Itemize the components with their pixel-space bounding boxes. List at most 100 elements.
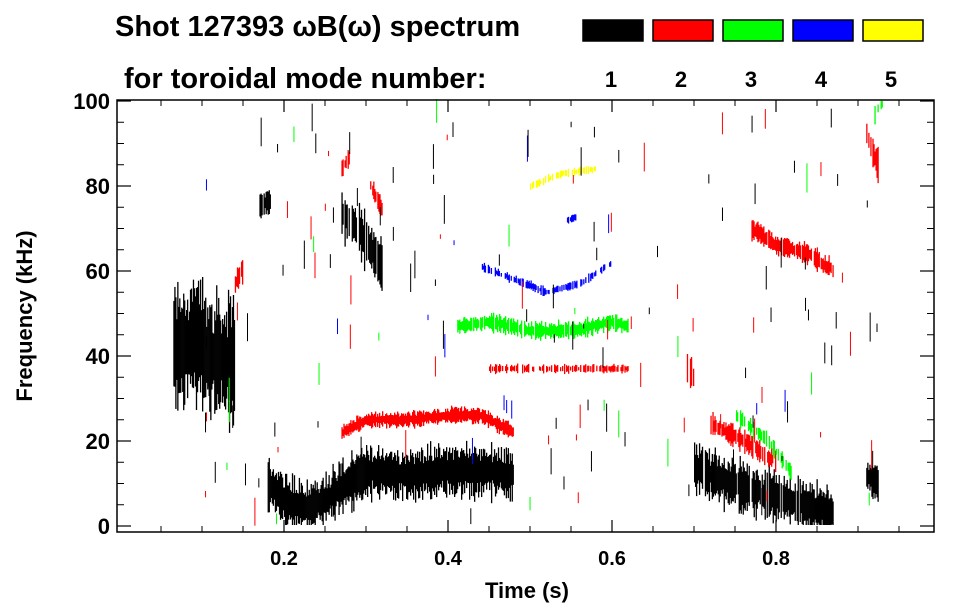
- mode-1-spectral-mark: [379, 456, 381, 500]
- mode-3-spectral-mark: [759, 429, 762, 442]
- mode-4-spectral-mark: [490, 267, 493, 274]
- mode-3-spectral-mark: [594, 321, 596, 329]
- mode-1-spectral-mark: [724, 468, 726, 497]
- mode-4-spectral-mark: [530, 280, 532, 290]
- mode-1-spectral-mark: [354, 208, 357, 241]
- mode-3-spectral-mark: [566, 322, 568, 337]
- mode-2-spectral-mark: [772, 454, 774, 464]
- mode-2-spectral-mark: [410, 415, 412, 422]
- mode-3-spectral-mark: [489, 315, 491, 329]
- mode-2-feature: [341, 405, 514, 439]
- mode-3-spectral-mark: [765, 430, 768, 447]
- mode-2-spectral-mark: [496, 415, 499, 433]
- mode-1-spectral-mark: [267, 191, 269, 215]
- mode-1-spectral-mark: [211, 304, 213, 390]
- mode-3-spectral-mark: [773, 440, 776, 459]
- mode-2-spectral-mark: [371, 412, 373, 429]
- mode-1-spectral-mark: [739, 455, 741, 511]
- mode-2-spectral-mark: [540, 367, 542, 371]
- mode-1-spectral-mark: [602, 347, 604, 368]
- mode-1-spectral-mark: [741, 471, 743, 505]
- mode-5-spectral-mark: [548, 177, 551, 181]
- mode-1-spectral-mark: [275, 473, 278, 511]
- mode-2-spectral-mark: [416, 415, 418, 424]
- mode-2-spectral-mark: [751, 220, 753, 242]
- mode-2-spectral-mark: [606, 365, 608, 373]
- mode-2-spectral-mark: [391, 414, 393, 426]
- mode-2-spectral-mark: [420, 411, 422, 428]
- mode-2-spectral-mark: [625, 367, 627, 371]
- mode-2-spectral-mark: [509, 424, 511, 436]
- mode-1-spectral-mark: [832, 501, 834, 525]
- mode-2-spectral-mark: [238, 267, 241, 284]
- mode-1-spectral-mark: [752, 415, 754, 428]
- y-tick-label: 80: [86, 174, 110, 199]
- mode-2-spectral-mark: [485, 414, 488, 423]
- mode-2-spectral-mark: [766, 490, 768, 502]
- mode-2-spectral-mark: [486, 414, 489, 423]
- mode-3-spectral-mark: [561, 324, 563, 338]
- mode-2-spectral-mark: [732, 423, 734, 448]
- mode-3-spectral-mark: [586, 323, 588, 332]
- mode-3-spectral-mark: [563, 324, 565, 338]
- mode-3-spectral-mark: [874, 105, 876, 125]
- mode-1-spectral-mark: [481, 449, 483, 498]
- mode-1-spectral-mark: [757, 475, 759, 503]
- mode-1-spectral-mark: [486, 452, 488, 490]
- mode-1-spectral-mark: [280, 473, 283, 519]
- mode-4-spectral-mark: [539, 288, 541, 292]
- mode-3-spectral-mark: [755, 427, 758, 435]
- mode-2-spectral-mark: [348, 152, 350, 165]
- mode-5-spectral-mark: [583, 167, 585, 174]
- mode-2-spectral-mark: [360, 416, 362, 430]
- mode-1-spectral-mark: [783, 475, 785, 520]
- mode-2-spectral-mark: [406, 415, 408, 427]
- mode-2-spectral-mark: [690, 357, 693, 386]
- mode-2-spectral-mark: [801, 244, 804, 263]
- mode-2-spectral-mark: [751, 435, 753, 457]
- mode-3-spectral-mark: [560, 324, 562, 338]
- mode-1-spectral-mark: [470, 508, 472, 525]
- mode-1-feature: [259, 190, 271, 219]
- mode-1-spectral-mark: [350, 462, 352, 498]
- mode-3-spectral-mark: [513, 318, 515, 334]
- mode-2-spectral-mark: [752, 220, 754, 238]
- mode-3-spectral-mark: [465, 319, 467, 333]
- mode-5-spectral-mark: [579, 166, 581, 175]
- mode-1-spectral-mark: [717, 459, 719, 495]
- mode-2-spectral-mark: [388, 415, 390, 425]
- mode-1-spectral-mark: [740, 466, 742, 514]
- mode-1-spectral-mark: [877, 470, 879, 502]
- mode-1-spectral-mark: [371, 447, 373, 503]
- mode-4-spectral-mark: [572, 281, 574, 290]
- mode-2-spectral-mark: [341, 160, 343, 177]
- mode-2-spectral-mark: [554, 364, 556, 373]
- mode-4-spectral-mark: [528, 280, 530, 289]
- mode-2-spectral-mark: [724, 427, 726, 435]
- mode-2-spectral-mark: [626, 366, 628, 373]
- mode-4-spectral-mark: [205, 179, 207, 191]
- mode-1-spectral-mark: [805, 297, 807, 311]
- mode-3-spectral-mark: [590, 323, 592, 331]
- mode-1-spectral-mark: [746, 463, 748, 511]
- mode-1-spectral-mark: [695, 444, 698, 497]
- mode-4-spectral-mark: [487, 264, 490, 274]
- mode-2-spectral-mark: [403, 413, 405, 427]
- mode-1-spectral-mark: [335, 478, 337, 507]
- mode-1-feature: [173, 277, 236, 433]
- mode-1-spectral-mark: [296, 492, 299, 517]
- mode-1-spectral-mark: [817, 495, 819, 523]
- mode-1-spectral-mark: [744, 471, 746, 511]
- mode-4-spectral-mark: [481, 263, 484, 270]
- mode-2-spectral-mark: [507, 420, 509, 438]
- mode-1-spectral-mark: [429, 455, 431, 492]
- mode-2-spectral-mark: [790, 243, 793, 254]
- mode-1-spectral-mark: [747, 475, 749, 503]
- mode-2-spectral-mark: [412, 412, 414, 425]
- mode-1-spectral-mark: [427, 443, 429, 494]
- mode-3-spectral-mark: [497, 317, 499, 333]
- mode-1-spectral-mark: [313, 488, 315, 523]
- mode-2-spectral-mark: [782, 239, 785, 257]
- mode-1-spectral-mark: [472, 458, 474, 483]
